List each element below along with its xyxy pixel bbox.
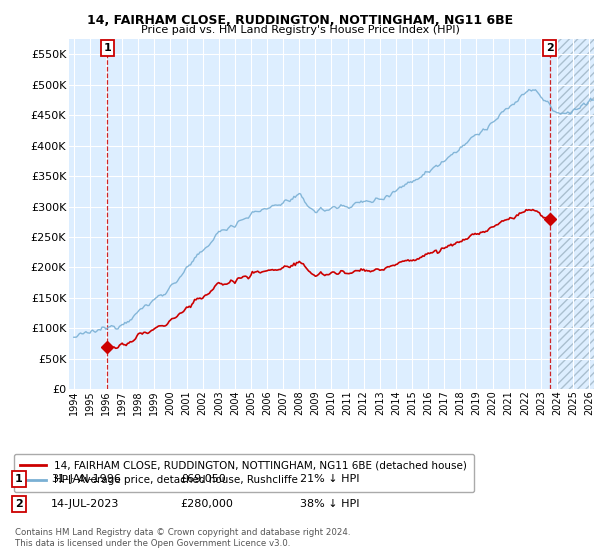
Text: 38% ↓ HPI: 38% ↓ HPI — [300, 499, 359, 509]
Text: 14, FAIRHAM CLOSE, RUDDINGTON, NOTTINGHAM, NG11 6BE: 14, FAIRHAM CLOSE, RUDDINGTON, NOTTINGHA… — [87, 14, 513, 27]
Text: 1: 1 — [103, 43, 111, 53]
Text: £69,050: £69,050 — [180, 474, 226, 484]
Bar — [557, 39, 594, 389]
Text: £280,000: £280,000 — [180, 499, 233, 509]
Text: Contains HM Land Registry data © Crown copyright and database right 2024.
This d: Contains HM Land Registry data © Crown c… — [15, 528, 350, 548]
Text: 14-JUL-2023: 14-JUL-2023 — [51, 499, 119, 509]
Text: 1: 1 — [15, 474, 23, 484]
Text: 2: 2 — [15, 499, 23, 509]
Text: Price paid vs. HM Land Registry's House Price Index (HPI): Price paid vs. HM Land Registry's House … — [140, 25, 460, 35]
Text: 2: 2 — [545, 43, 553, 53]
Text: 21% ↓ HPI: 21% ↓ HPI — [300, 474, 359, 484]
Legend: 14, FAIRHAM CLOSE, RUDDINGTON, NOTTINGHAM, NG11 6BE (detached house), HPI: Avera: 14, FAIRHAM CLOSE, RUDDINGTON, NOTTINGHA… — [14, 454, 473, 492]
Text: 31-JAN-1996: 31-JAN-1996 — [51, 474, 121, 484]
